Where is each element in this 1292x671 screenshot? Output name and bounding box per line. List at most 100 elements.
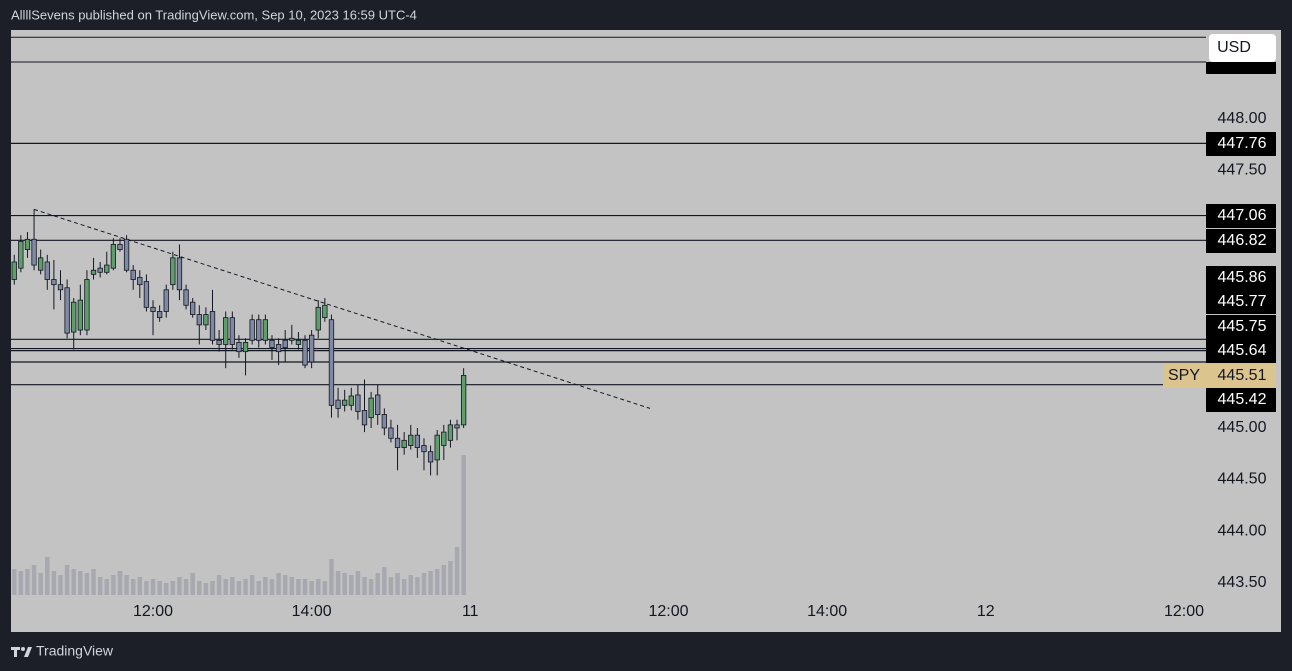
candle-body — [275, 344, 282, 353]
candle — [170, 251, 176, 290]
candle — [117, 238, 123, 252]
volume-bar — [236, 581, 242, 595]
volume-bar — [282, 575, 288, 595]
candle — [256, 314, 262, 348]
candle-body — [434, 434, 440, 461]
level-label-box — [1206, 290, 1276, 314]
volume-bar — [190, 573, 195, 595]
candle — [335, 387, 341, 418]
candle-body — [170, 257, 176, 286]
x-tick-label: 12:00 — [1164, 603, 1204, 620]
candle — [328, 314, 335, 418]
candle-body — [24, 238, 31, 251]
candle — [11, 254, 17, 285]
volume-bar — [117, 571, 123, 595]
header: AllllSevens published on TradingView.com… — [11, 7, 417, 22]
candle-body — [156, 311, 163, 319]
volume-bar — [97, 577, 103, 595]
candle — [434, 430, 440, 476]
volume-bar — [64, 565, 70, 595]
candle-body — [408, 434, 414, 446]
candle-body — [143, 281, 150, 308]
candle-body — [190, 301, 196, 315]
candle-body — [84, 279, 90, 331]
candle — [196, 305, 202, 345]
candle-body — [57, 284, 64, 291]
candle — [156, 305, 163, 322]
candle-body — [104, 264, 110, 273]
volume-bar — [362, 577, 367, 595]
candle — [427, 445, 434, 476]
candle-body — [90, 269, 97, 275]
candle-body — [196, 314, 202, 326]
candle — [408, 424, 414, 450]
candle-body — [302, 339, 308, 366]
footer: TradingView — [36, 643, 114, 659]
volume-bar — [104, 579, 110, 595]
volume-bar — [25, 569, 30, 595]
volume-bar — [203, 583, 209, 595]
volume-bar — [289, 577, 295, 595]
level-label: 445.77 — [1218, 293, 1267, 310]
candle — [414, 427, 421, 458]
x-tick-label: 12:00 — [133, 603, 173, 620]
volume-bar — [329, 559, 334, 595]
candle-body — [249, 319, 255, 341]
candle — [110, 238, 117, 271]
candle — [123, 235, 130, 273]
trendline — [33, 208, 651, 409]
candle-body — [130, 269, 136, 280]
candle — [441, 424, 447, 460]
y-tick-label: 444.50 — [1218, 471, 1267, 488]
level-label-box — [1206, 339, 1276, 363]
candle-body — [203, 314, 209, 326]
volume-bar — [276, 573, 281, 595]
candle — [381, 408, 387, 436]
candle — [97, 261, 103, 278]
volume-bar — [177, 577, 182, 595]
candle-body — [361, 410, 368, 426]
candle — [236, 335, 242, 358]
candle-body — [401, 439, 407, 448]
candle-body — [71, 301, 77, 333]
volume-bar — [302, 579, 308, 595]
candle — [143, 274, 150, 312]
candle — [77, 284, 83, 336]
candle-body — [262, 319, 269, 341]
volume-bar — [223, 579, 228, 595]
candle — [315, 300, 321, 339]
volume-bar — [249, 575, 255, 595]
level-label-box — [1206, 204, 1276, 228]
last-price-label: 445.51 — [1218, 367, 1267, 384]
candle — [130, 265, 136, 290]
volume-bar — [382, 567, 387, 595]
level-label: 445.86 — [1218, 269, 1267, 286]
currency-box[interactable] — [1209, 34, 1276, 62]
volume-bar — [150, 579, 156, 595]
x-tick-label: 14:00 — [807, 603, 847, 620]
candle-body — [163, 289, 169, 312]
candle — [104, 251, 110, 275]
volume-bar — [415, 577, 420, 595]
candle — [64, 279, 70, 339]
candle — [229, 311, 235, 350]
volume-bar — [309, 581, 314, 595]
candle — [421, 438, 427, 471]
candle-body — [427, 451, 434, 463]
candle-body — [454, 424, 460, 429]
candle-body — [394, 437, 401, 448]
candle — [394, 424, 401, 471]
level-label-box — [1206, 132, 1276, 156]
candle — [289, 324, 295, 345]
level-label: 445.75 — [1218, 318, 1267, 335]
volume-bar — [454, 547, 460, 595]
candle-body — [342, 399, 348, 406]
candle-body — [123, 238, 130, 271]
candle-body — [183, 289, 189, 306]
level-label-box — [1206, 388, 1276, 412]
candle-body — [460, 374, 467, 426]
candle — [163, 284, 169, 318]
candle — [242, 338, 249, 376]
volume-bar — [448, 561, 453, 595]
volume-bar — [342, 573, 347, 595]
